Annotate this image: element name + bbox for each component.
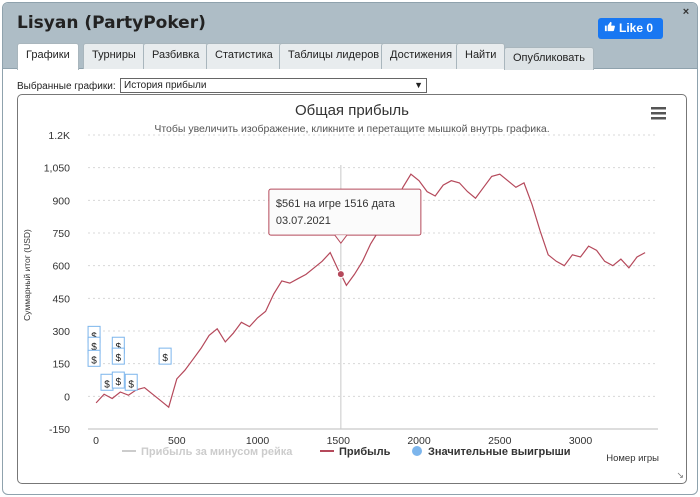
tab-graphs[interactable]: Графики — [17, 43, 79, 70]
chart-subtitle: Чтобы увеличить изображение, кликните и … — [154, 123, 549, 135]
svg-text:$: $ — [91, 355, 97, 366]
tooltip-text-line1: $561 на игре 1516 дата — [276, 198, 396, 210]
profit-chart-container[interactable]: Общая прибыль Чтобы увеличить изображение… — [17, 94, 687, 484]
y-tick-label: 1,050 — [44, 163, 70, 175]
graph-select-dropdown[interactable]: История прибыли ▼ — [120, 78, 427, 93]
y-tick-label: 450 — [52, 293, 70, 305]
y-tick-label: 1.2K — [48, 130, 70, 142]
tab-breakdown[interactable]: Разбивка — [143, 43, 209, 69]
y-axis-title: Суммарный итог (USD) — [22, 229, 32, 321]
tab-leaderboards[interactable]: Таблицы лидеров — [279, 43, 389, 69]
tooltip-pointer — [334, 234, 348, 244]
x-axis-title: Номер игры — [606, 453, 659, 464]
svg-text:$: $ — [162, 353, 168, 364]
big-win-marker[interactable]: $ — [158, 347, 172, 365]
x-tick-label: 0 — [93, 435, 99, 447]
x-tick-label: 3000 — [569, 435, 593, 447]
legend-item-profit[interactable]: Прибыль — [320, 446, 391, 458]
x-tick-label: 500 — [168, 435, 186, 447]
svg-text:$: $ — [116, 353, 122, 364]
window-header: Lisyan (PartyPoker) × Like 0 Графики Тур… — [3, 3, 697, 70]
legend-item-net-profit[interactable]: Прибыль за минусом рейка — [122, 446, 293, 458]
big-win-marker[interactable]: $ — [124, 373, 138, 391]
graph-select-value: История прибыли — [124, 80, 207, 91]
big-win-marker[interactable]: $ — [87, 336, 101, 354]
resize-handle-icon[interactable]: ↘ — [676, 470, 684, 480]
x-tick-label: 2000 — [407, 435, 431, 447]
thumbs-up-icon — [604, 18, 616, 39]
svg-text:Значительные выигрыши: Значительные выигрыши — [428, 446, 571, 458]
svg-text:$: $ — [104, 379, 110, 390]
facebook-like-label: Like 0 — [619, 21, 654, 35]
facebook-like-button[interactable]: Like 0 — [598, 18, 663, 39]
chart-title: Общая прибыль — [295, 102, 409, 119]
chart-menu-icon[interactable] — [651, 107, 666, 120]
tab-achievements[interactable]: Достижения — [381, 43, 462, 69]
svg-text:Прибыль за минусом рейка: Прибыль за минусом рейка — [141, 446, 293, 458]
x-tick-label: 1500 — [327, 435, 351, 447]
svg-text:Прибыль: Прибыль — [339, 446, 391, 458]
window-title: Lisyan (PartyPoker) — [17, 13, 206, 33]
profit-chart[interactable]: Общая прибыль Чтобы увеличить изображение… — [18, 95, 686, 483]
y-tick-label: 750 — [52, 228, 70, 240]
graph-selector-label: Выбранные графики: — [17, 81, 116, 92]
tooltip-point-marker — [336, 270, 345, 279]
tooltip-text-line2: 03.07.2021 — [276, 215, 331, 227]
profit-series-line[interactable] — [95, 173, 646, 409]
big-win-marker[interactable]: $ — [111, 347, 125, 365]
tab-search[interactable]: Найти — [456, 43, 506, 69]
tab-tournaments[interactable]: Турниры — [83, 43, 145, 69]
y-tick-label: 300 — [52, 326, 70, 338]
big-win-marker[interactable]: $ — [100, 373, 114, 391]
tab-statistics[interactable]: Статистика — [206, 43, 282, 69]
svg-text:$: $ — [91, 342, 97, 353]
legend-item-big-wins[interactable]: Значительные выигрыши — [412, 446, 571, 458]
big-win-marker[interactable]: $ — [87, 349, 101, 367]
big-win-marker[interactable]: $ — [111, 371, 125, 389]
y-tick-label: 0 — [64, 391, 70, 403]
chevron-down-icon: ▼ — [414, 80, 423, 90]
y-tick-label: 900 — [52, 195, 70, 207]
tab-publish[interactable]: Опубликовать — [504, 47, 594, 70]
svg-text:$: $ — [128, 379, 134, 390]
close-icon[interactable]: × — [682, 6, 690, 18]
y-tick-label: 600 — [52, 261, 70, 273]
x-tick-label: 1000 — [246, 435, 270, 447]
y-tick-label: 150 — [52, 359, 70, 371]
x-tick-label: 2500 — [488, 435, 512, 447]
y-tick-label: -150 — [49, 424, 70, 436]
svg-text:$: $ — [116, 377, 122, 388]
tooltip-box — [268, 188, 422, 236]
